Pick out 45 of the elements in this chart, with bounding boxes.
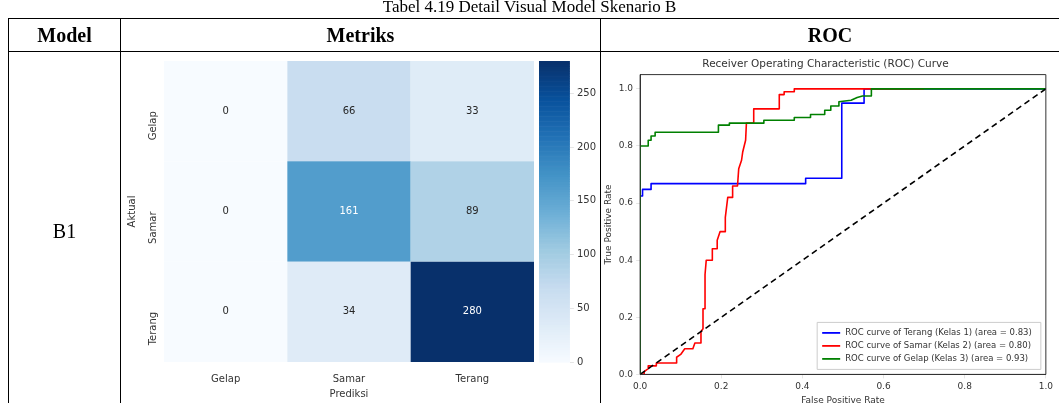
x-tick-label: 1.0 <box>1038 381 1054 392</box>
text: B1 <box>8 51 121 403</box>
data-label: 0 <box>222 104 229 116</box>
data-label: 161 <box>339 205 359 217</box>
legend-label: ROC curve of Gelap (Kelas 3) (area = 0.93) <box>845 353 1029 364</box>
text: ROC <box>600 18 1059 52</box>
x-axis-title: Prediksi <box>329 387 369 399</box>
color-bar-label: 0 <box>576 355 584 367</box>
data-label: 66 <box>342 104 356 116</box>
y-tick-label: 1.0 <box>618 83 634 94</box>
x-tick-label: 0.6 <box>876 381 891 392</box>
text: Metriks <box>120 18 601 52</box>
x-tick-label: Terang <box>454 372 490 384</box>
color-bar-label: 100 <box>576 248 597 260</box>
color-bar-label: 150 <box>576 194 597 206</box>
y-tick-label: Samar <box>146 210 158 244</box>
legend-label: ROC curve of Terang (Kelas 1) (area = 0.83) <box>845 327 1032 338</box>
data-label: 89 <box>465 205 479 217</box>
y-tick-label: 0.4 <box>618 254 634 265</box>
x-axis-title: False Positive Rate <box>801 394 886 403</box>
data-label: 33 <box>465 104 479 116</box>
chart-title: Receiver Operating Characteristic (ROC) Curve <box>702 57 949 70</box>
legend-label: ROC curve of Samar (Kelas 2) (area = 0.80) <box>845 340 1031 351</box>
x-tick-label: 0.0 <box>632 381 648 392</box>
x-tick-label: Samar <box>332 372 367 384</box>
y-tick-label: 0.2 <box>618 311 634 322</box>
x-tick-label: Gelap <box>211 372 241 384</box>
text: Model <box>8 18 121 52</box>
data-label: 280 <box>462 305 482 317</box>
x-tick-label: 0.2 <box>714 381 729 392</box>
color-bar-label: 200 <box>576 140 597 152</box>
x-tick-label: 0.8 <box>957 381 973 392</box>
data-label: 0 <box>222 205 229 217</box>
y-tick-label: Terang <box>146 311 158 347</box>
data-label: 34 <box>342 305 356 317</box>
y-tick-label: 0.8 <box>618 140 634 151</box>
color-bar-label: 50 <box>576 301 590 313</box>
y-axis-title: True Positive Rate <box>602 183 613 266</box>
text: Tabel 4.19 Detail Visual Model Skenario B <box>381 0 678 17</box>
color-bar-label: 250 <box>576 86 597 98</box>
x-tick-label: 0.4 <box>795 381 810 392</box>
y-tick-label: Gelap <box>146 111 158 141</box>
y-axis-title: Aktual <box>125 195 137 228</box>
y-tick-label: 0.6 <box>618 197 634 208</box>
data-label: 0 <box>222 305 229 317</box>
